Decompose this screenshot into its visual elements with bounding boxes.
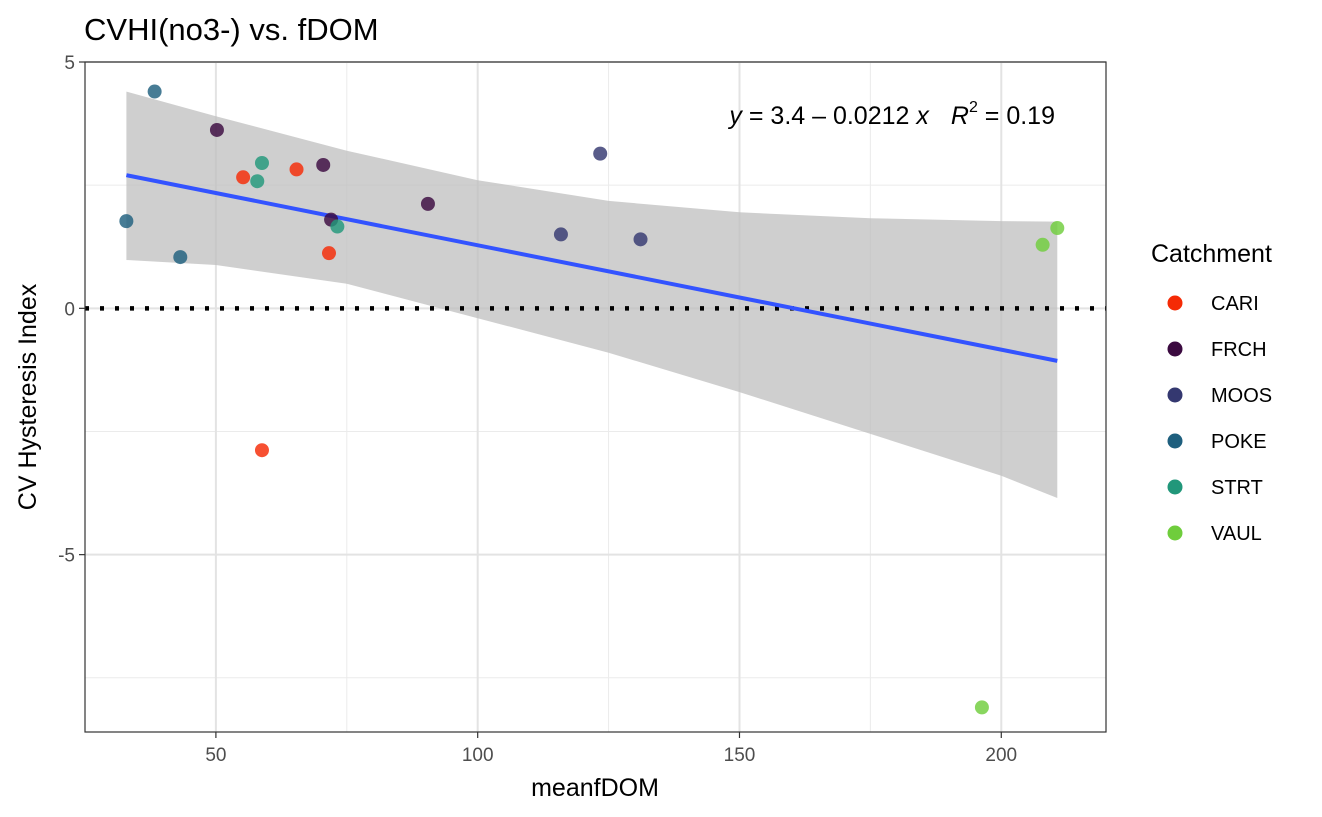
eq-r-sup: 2: [969, 99, 978, 116]
eq-body: = 3.4 – 0.0212: [742, 102, 916, 130]
y-axis: 5 0 -5: [58, 53, 85, 567]
data-point-cari: [289, 162, 304, 177]
legend: Catchment CARI FRCH MOOS POKE STRT VAUL: [1151, 240, 1272, 545]
data-point-strt: [250, 174, 265, 189]
legend-key-moos: [1167, 387, 1183, 403]
data-point-cari: [321, 246, 336, 261]
eq-y-var: y: [727, 102, 743, 130]
confidence-band: [126, 91, 1058, 498]
x-tick-label: 50: [205, 745, 226, 766]
plot-panel-border: [84, 61, 1107, 733]
data-point-cari: [254, 443, 269, 458]
data-point-poke: [147, 84, 162, 99]
data-point-poke: [173, 250, 188, 265]
data-point-vaul: [1050, 221, 1065, 236]
data-point-moos: [553, 227, 568, 242]
legend-key-poke: [1167, 433, 1183, 449]
x-tick-label: 100: [462, 745, 494, 766]
data-point-cari: [236, 170, 251, 185]
legend-key-frch: [1167, 341, 1183, 357]
legend-label-vaul: VAUL: [1211, 523, 1262, 545]
regression-equation: y = 3.4 – 0.0212 x R2 = 0.19: [727, 99, 1055, 130]
legend-label-poke: POKE: [1211, 431, 1267, 453]
regression-line: [125, 173, 1058, 363]
legend-title: Catchment: [1151, 240, 1272, 268]
legend-key-cari: [1167, 295, 1183, 311]
legend-key-strt: [1167, 479, 1183, 495]
data-point-frch: [420, 196, 435, 211]
y-tick-label: -5: [58, 546, 75, 567]
data-point-moos: [593, 146, 608, 161]
eq-r-var: R: [951, 102, 969, 130]
data-point-strt: [254, 155, 269, 170]
data-point-frch: [316, 157, 331, 172]
chart-title: CVHI(no3-) vs. fDOM: [84, 12, 379, 47]
legend-key-vaul: [1167, 525, 1183, 541]
legend-label-moos: MOOS: [1211, 385, 1272, 407]
data-point-moos: [633, 232, 648, 247]
y-axis-title: CV Hysteresis Index: [14, 283, 42, 510]
y-tick-label: 5: [64, 53, 75, 74]
x-tick-label: 200: [985, 745, 1017, 766]
x-axis: 50 100 150 200: [205, 732, 1017, 766]
y-tick-label: 0: [64, 299, 75, 320]
data-point-poke: [119, 214, 134, 229]
eq-r-value: = 0.19: [978, 102, 1055, 130]
legend-label-frch: FRCH: [1211, 339, 1267, 361]
data-points: [119, 84, 1065, 715]
data-point-vaul: [1035, 237, 1050, 252]
legend-label-strt: STRT: [1211, 477, 1263, 499]
x-tick-label: 150: [724, 745, 756, 766]
x-axis-title: meanfDOM: [531, 774, 659, 802]
data-point-frch: [209, 122, 224, 137]
eq-x-var: x: [915, 102, 930, 130]
data-point-strt: [330, 219, 345, 234]
data-point-vaul: [974, 700, 989, 715]
legend-label-cari: CARI: [1211, 293, 1259, 315]
